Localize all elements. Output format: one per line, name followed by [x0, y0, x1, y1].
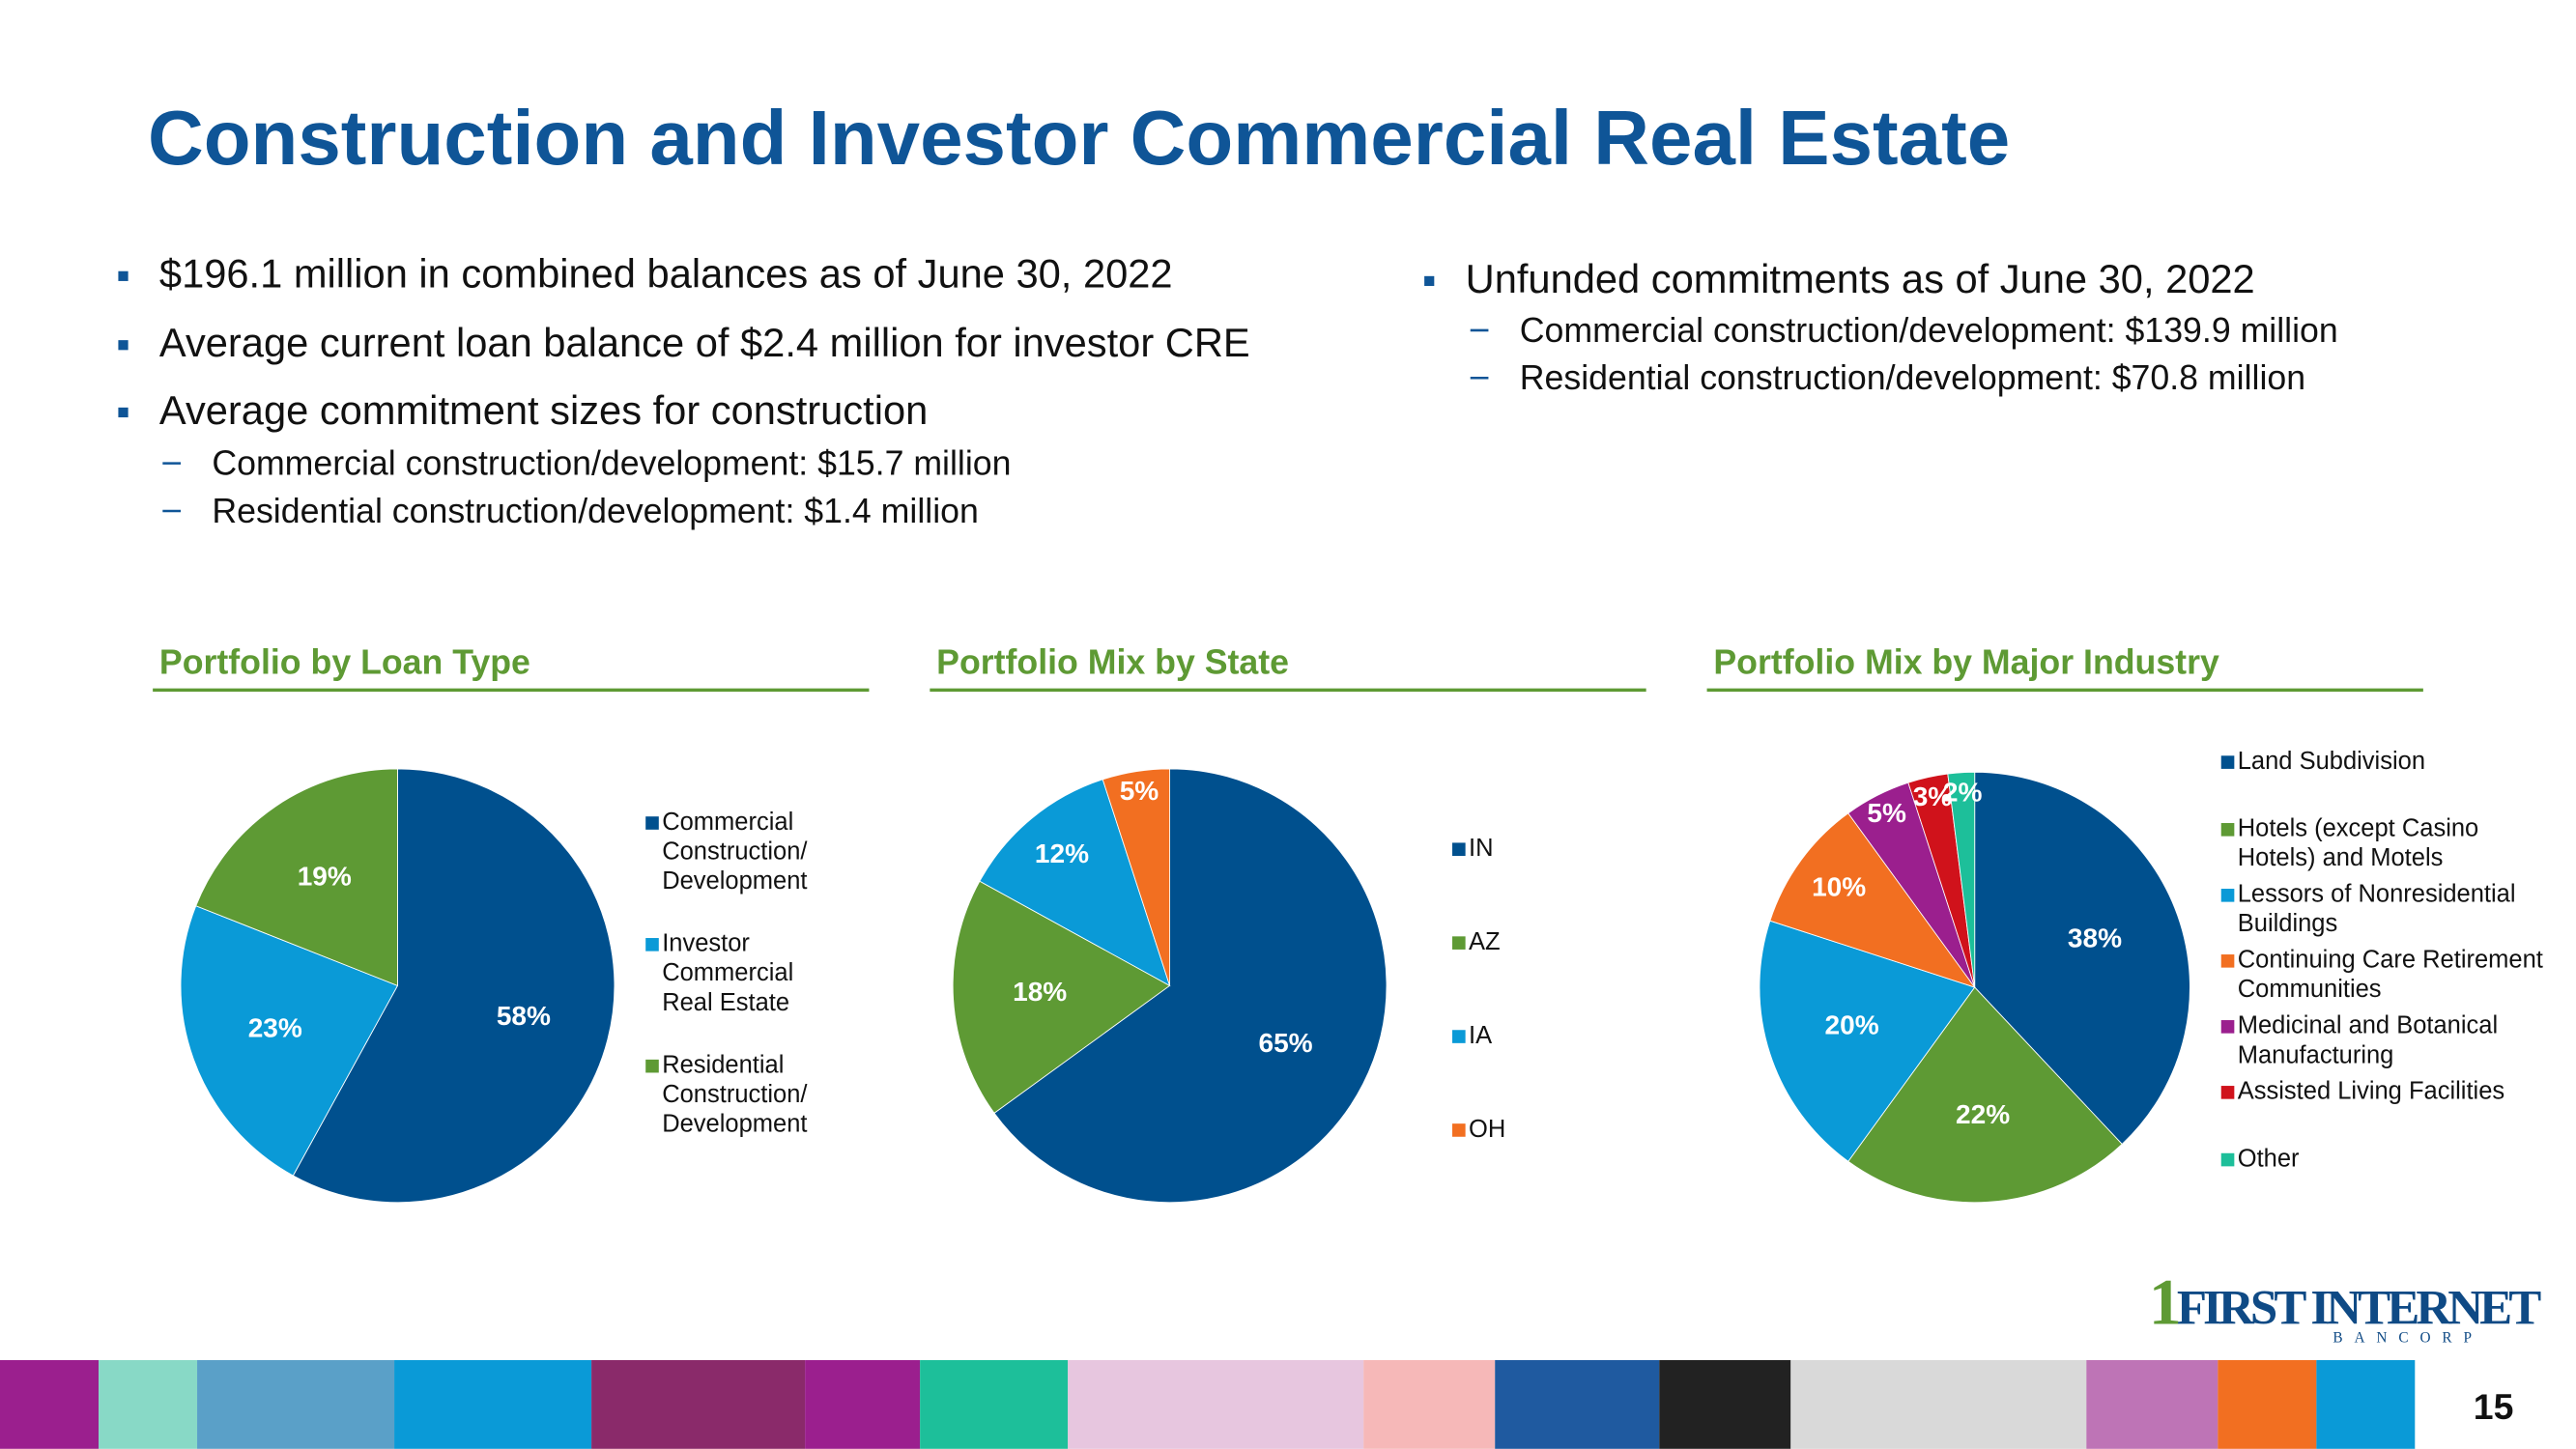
legend-item: Other [2237, 1145, 2300, 1174]
legend-label: Land Subdivision [2237, 747, 2426, 776]
legend-swatch [645, 938, 659, 952]
data-label: 5% [1867, 798, 1906, 828]
chart-title: Portfolio Mix by State [936, 642, 1289, 681]
chart-title: Portfolio by Loan Type [159, 642, 530, 681]
data-label: 18% [1013, 977, 1067, 1007]
bullet-marker [1424, 275, 1435, 287]
legend-label: Commercial Construction/ Development [662, 808, 808, 895]
legend-item: Commercial Construction/ Development [662, 808, 808, 895]
legend-label: Residential Construction/ Development [662, 1051, 808, 1139]
legend-item: IA [1469, 1021, 1493, 1050]
pie-slice [180, 905, 399, 1177]
sub-bullet-text: Residential construction/development: $1… [212, 492, 979, 530]
data-label: 10% [1812, 871, 1866, 901]
bullet-text: Average current loan balance of $2.4 mil… [159, 320, 1250, 365]
bullet-text: Unfunded commitments as of June 30, 2022 [1466, 256, 2255, 301]
legend-item: Assisted Living Facilities [2237, 1077, 2505, 1106]
legend-item: Residential Construction/ Development [662, 1051, 808, 1139]
legend-swatch [2220, 823, 2235, 837]
data-label: 2% [1943, 777, 1983, 807]
pie-slice [1759, 920, 1976, 1162]
pie-slice [292, 768, 615, 1204]
logo-sub: BANCORP [2333, 1329, 2483, 1346]
legend-item: AZ [1469, 927, 1501, 956]
legend-swatch [2220, 1086, 2235, 1099]
legend-swatch [2220, 954, 2235, 968]
legend-label: Hotels (except Casino Hotels) and Motels [2237, 814, 2479, 873]
data-label: 12% [1035, 838, 1089, 868]
legend-label: Investor Commercial Real Estate [662, 929, 794, 1017]
legend-label: Assisted Living Facilities [2237, 1077, 2505, 1106]
logo-name: FIRST INTERNET [2177, 1282, 2541, 1336]
data-label: 5% [1120, 776, 1159, 806]
pie-slice [979, 779, 1171, 987]
data-label: 23% [248, 1012, 302, 1042]
data-label: 65% [1258, 1028, 1312, 1058]
legend-label: IA [1469, 1021, 1493, 1050]
pie-slice [1769, 812, 1976, 988]
page-number: 15 [2474, 1386, 2514, 1427]
sub-bullet-text: Residential construction/development: $7… [1520, 358, 2305, 397]
legend-label: AZ [1469, 927, 1501, 956]
legend-label: Other [2237, 1145, 2300, 1174]
pie-slice [993, 768, 1388, 1204]
bullet-text: Average commitment sizes for constructio… [159, 387, 928, 433]
legend-item: Continuing Care Retirement Communities [2237, 946, 2543, 1005]
footer-strip [0, 1359, 2576, 1449]
sub-bullet-text: Commercial construction/development: $15… [212, 444, 1011, 483]
legend-label: Continuing Care Retirement Communities [2237, 946, 2543, 1005]
pie-slice [1947, 771, 1976, 988]
data-label: 22% [1956, 1099, 2010, 1129]
legend-item: Medicinal and Botanical Manufacturing [2237, 1011, 2499, 1070]
data-label: 19% [298, 861, 352, 891]
data-label: 38% [2068, 923, 2122, 952]
legend-label: IN [1469, 834, 1494, 863]
legend-label: Medicinal and Botanical Manufacturing [2237, 1011, 2499, 1070]
legend-swatch [1452, 842, 1466, 857]
legend-item: IN [1469, 834, 1494, 863]
legend-swatch [2220, 889, 2235, 902]
legend-swatch [645, 1059, 659, 1073]
logo-mark: 1 [2149, 1265, 2182, 1339]
pie-slice [1847, 986, 2123, 1204]
legend-swatch [645, 816, 659, 830]
data-label: 3% [1913, 781, 1953, 811]
chart-title: Portfolio Mix by Major Industry [1713, 642, 2219, 681]
bullet-text: $196.1 million in combined balances as o… [159, 251, 1173, 297]
legend-item: Investor Commercial Real Estate [662, 929, 794, 1017]
legend-swatch [2220, 1152, 2235, 1167]
legend-swatch [1452, 1030, 1466, 1043]
pie-slice [1102, 768, 1171, 986]
legend-swatch [1452, 1123, 1466, 1137]
legend-item: OH [1469, 1115, 1506, 1144]
legend-item: Land Subdivision [2237, 747, 2426, 776]
legend-swatch [1452, 936, 1466, 950]
legend-swatch [2220, 755, 2235, 769]
legend-swatch [2220, 1020, 2235, 1034]
legend-item: Hotels (except Casino Hotels) and Motels [2237, 814, 2479, 873]
sub-bullet-text: Commercial construction/development: $13… [1520, 311, 2338, 350]
pie-slice [952, 880, 1171, 1114]
bullet-marker [118, 270, 129, 281]
slide-title: Construction and Investor Commercial Rea… [148, 95, 2010, 181]
pie-slice [1974, 771, 2190, 1146]
bullet-marker [118, 407, 129, 418]
data-label: 20% [1825, 1010, 1879, 1040]
legend-label: Lessors of Nonresidential Buildings [2237, 880, 2516, 939]
legend-label: OH [1469, 1115, 1506, 1144]
pie-slice [195, 768, 398, 986]
bullet-marker [118, 340, 129, 351]
legend-item: Lessors of Nonresidential Buildings [2237, 880, 2516, 939]
data-label: 58% [497, 1001, 551, 1031]
